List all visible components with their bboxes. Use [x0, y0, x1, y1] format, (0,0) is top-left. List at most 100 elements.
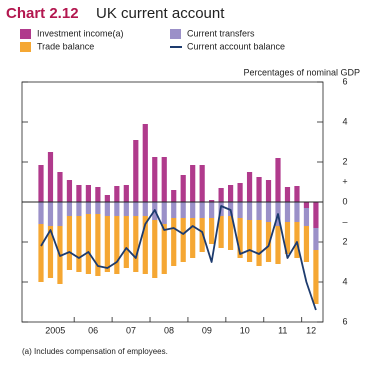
bar-segment [95, 187, 101, 202]
x-tick-label: 11 [278, 325, 287, 335]
bar-segment [142, 202, 148, 216]
bar-segment [180, 202, 186, 218]
bar-segment [246, 220, 253, 262]
x-tick-label: 06 [88, 325, 98, 335]
unit-label: Percentages of nominal GDP [243, 67, 360, 77]
bar-segment [104, 216, 110, 272]
bar-segment [275, 226, 281, 264]
bar-segment [114, 202, 120, 216]
bar-segment [265, 222, 272, 262]
bar-segment [171, 190, 177, 202]
x-tick-label: 07 [126, 325, 136, 335]
bar-segment [114, 186, 120, 202]
bar-segment [142, 216, 148, 274]
bar-segment [237, 183, 243, 202]
chart-number: Chart 2.12 [6, 5, 79, 22]
bar-segment [228, 202, 234, 216]
bar-segment [133, 140, 139, 202]
line-series [40, 205, 317, 311]
y-tick-label: 4 [342, 276, 347, 286]
legend-swatch [20, 42, 31, 52]
bar-segment [303, 226, 310, 262]
bar-segment [265, 202, 272, 222]
bar-segment [237, 218, 243, 258]
bar-segment [38, 165, 44, 202]
bar-segment [123, 216, 129, 268]
bar-segment [133, 202, 139, 216]
bar-segment [171, 218, 177, 266]
bar-segment [76, 185, 82, 202]
sign-label: + [342, 176, 347, 186]
x-tick-label: 10 [240, 325, 250, 335]
bar-segment [66, 216, 73, 270]
bar-segment [76, 216, 82, 272]
bar-segment [171, 202, 177, 218]
bar-segment [38, 202, 44, 224]
bar-segment [190, 218, 196, 258]
bar-segment [85, 185, 91, 202]
bar-segment [133, 216, 139, 272]
bar-segment [66, 180, 73, 202]
bar-segment [303, 208, 310, 226]
legend-label: Trade balance [37, 41, 94, 51]
bar-segment [190, 165, 196, 202]
bar-segment [256, 177, 262, 202]
y-tick-label: 6 [342, 316, 347, 326]
bar-segment [313, 250, 319, 304]
sign-label: – [342, 216, 347, 226]
bar-segment [199, 202, 205, 218]
bar-segment [76, 202, 82, 216]
bar-segment [104, 202, 110, 216]
bar-segment [114, 216, 120, 274]
x-tick-label: 12 [306, 325, 316, 335]
bar-segment [190, 202, 196, 218]
bar-segment [209, 202, 215, 218]
y-tick-label: 4 [342, 116, 347, 126]
bar-segment [284, 222, 291, 254]
y-tick-label: 2 [342, 156, 347, 166]
x-tick-label: 2005 [45, 325, 65, 335]
bar-segment [152, 220, 158, 278]
legend-label: Current transfers [187, 28, 255, 38]
bar-segment [294, 222, 300, 258]
bar-segment [123, 185, 129, 202]
bar-segment [85, 214, 91, 274]
bar-segment [246, 202, 253, 220]
bar-segment [38, 224, 44, 282]
bar-segment [161, 157, 167, 202]
footnote: (a) Includes compensation of employees. [22, 347, 168, 356]
bar-segment [218, 188, 224, 202]
bar-segment [161, 224, 167, 274]
bar-segment [57, 172, 63, 202]
bar-segment [95, 214, 101, 276]
bar-segment [209, 200, 215, 202]
bar-segment [180, 175, 186, 202]
bar-segment [57, 202, 63, 226]
bar-segment [199, 218, 205, 252]
bar-segment [85, 202, 91, 214]
bar-segment [95, 202, 101, 214]
bar-segment [104, 195, 110, 202]
bar-segment [303, 202, 310, 208]
bar-segment [66, 202, 73, 216]
bar-segment [237, 202, 243, 218]
bar-segment [199, 165, 205, 202]
bar-segment [265, 180, 272, 202]
bar-segment [180, 218, 186, 262]
legend-swatch [20, 29, 31, 39]
bar-segment [313, 228, 319, 250]
x-tick-label: 08 [164, 325, 174, 335]
bar-segment [161, 202, 167, 224]
bar-segment [142, 124, 148, 202]
bar-segment [284, 187, 291, 202]
bar-segment [256, 220, 262, 266]
y-tick-label: 0 [342, 196, 347, 206]
bar-segment [294, 202, 300, 222]
bar-segment [152, 157, 158, 202]
bar-segment [228, 216, 234, 250]
bar-segment [47, 226, 54, 278]
bar-segment [313, 202, 319, 228]
y-tick-label: 6 [342, 76, 347, 86]
x-tick-label: 09 [202, 325, 212, 335]
